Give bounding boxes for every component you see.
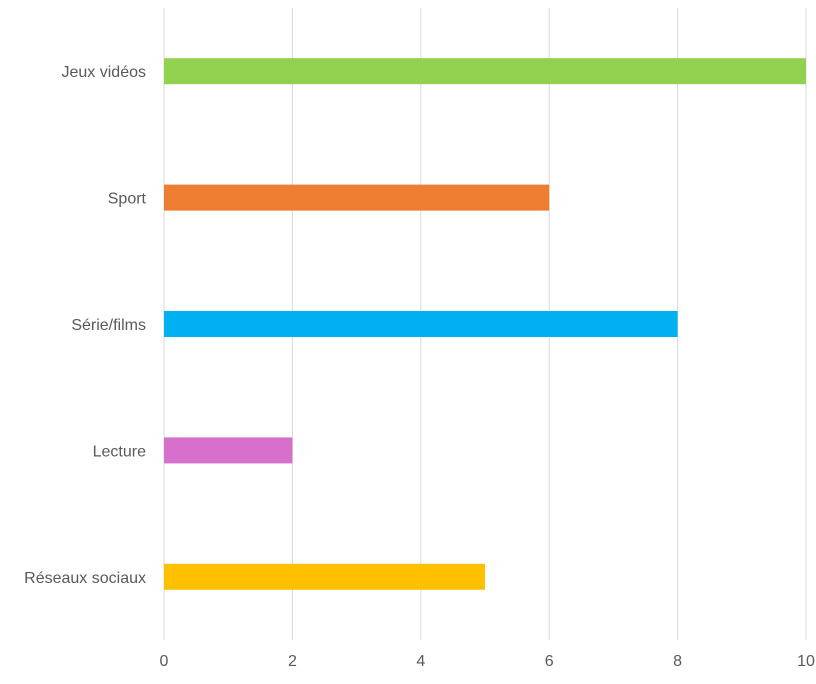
bar [164,563,485,590]
bar [164,184,550,211]
category-labels: Jeux vidéos Sport Série/films Lecture Réseau… [24,64,146,587]
category-label: Réseaux sociaux [24,570,146,587]
category-label: Série/films [71,317,146,334]
x-tick-label: 4 [416,653,425,670]
x-tick-label: 8 [673,653,682,670]
category-label: Lecture [93,443,146,460]
bars [164,58,806,590]
x-tick-label: 0 [160,653,169,670]
category-label: Sport [108,191,147,208]
category-label: Jeux vidéos [62,64,147,81]
x-tick-label: 6 [545,653,554,670]
bar [164,58,806,85]
bar [164,311,678,337]
x-axis-tick-labels: 0 2 4 6 8 10 [160,653,815,670]
x-tick-label: 10 [797,653,815,670]
x-tick-label: 2 [288,653,297,670]
bar [164,437,293,464]
